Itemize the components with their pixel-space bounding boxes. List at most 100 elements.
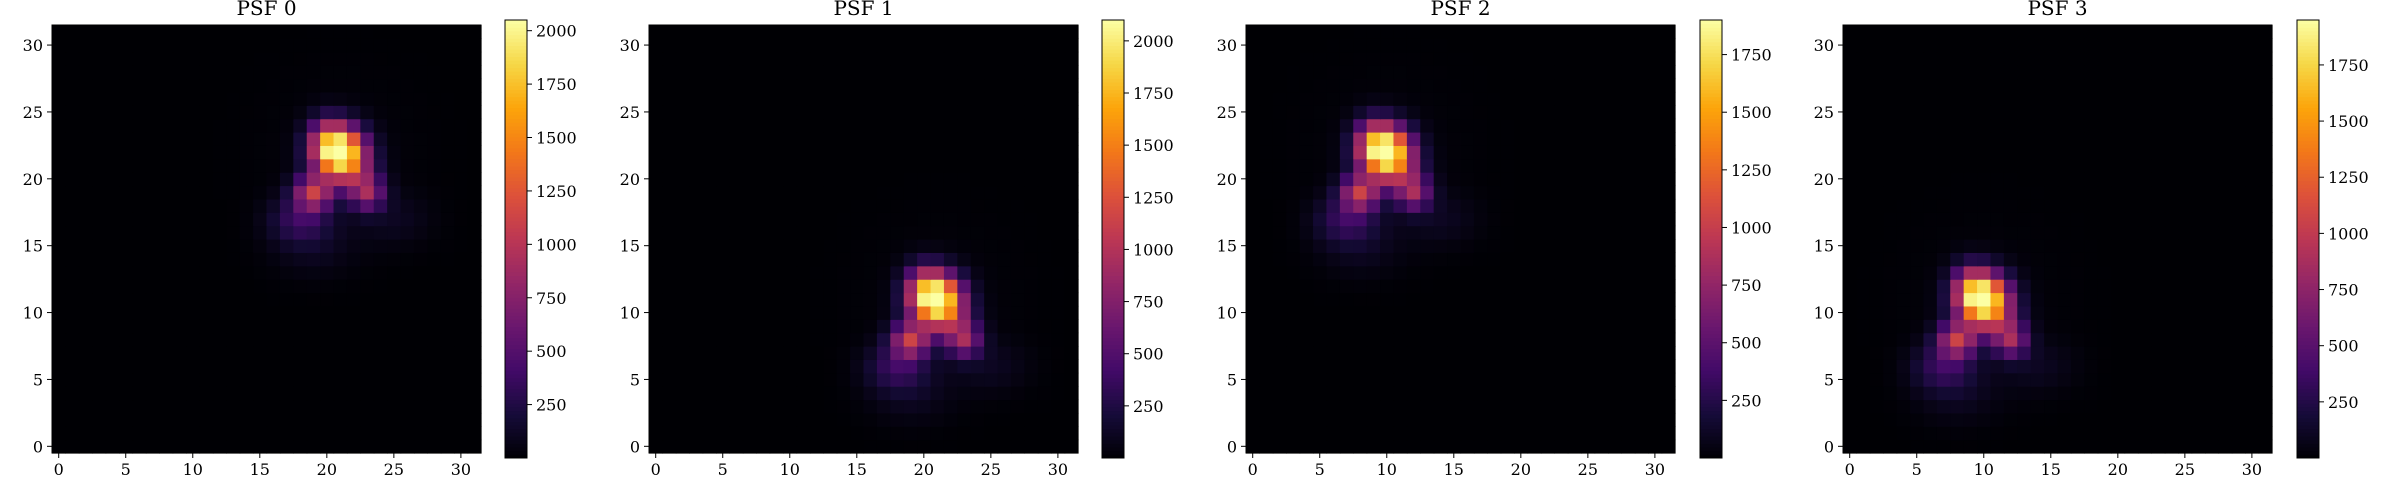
heatmap-cell	[796, 25, 811, 39]
heatmap-cell	[132, 132, 147, 146]
colorbar-segment	[1700, 27, 1722, 32]
colorbar-segment	[1700, 100, 1722, 105]
heatmap-cell	[2084, 225, 2099, 240]
heatmap-cell	[2245, 78, 2260, 93]
heatmap-cell	[373, 132, 388, 146]
heatmap-cell	[1313, 279, 1328, 294]
heatmap-cell	[1843, 78, 1858, 93]
heatmap-cell	[199, 185, 214, 200]
heatmap-cell	[2017, 185, 2032, 200]
heatmap-cell	[1313, 346, 1328, 360]
colorbar-segment	[1700, 447, 1722, 452]
heatmap-cell	[783, 386, 798, 401]
heatmap-cell	[796, 158, 811, 173]
heatmap-cell	[1607, 279, 1622, 294]
heatmap-cell	[1286, 38, 1301, 53]
heatmap-cell	[1990, 305, 2005, 320]
heatmap-cell	[2164, 78, 2179, 93]
heatmap-cell	[266, 25, 281, 39]
heatmap-cell	[172, 172, 187, 187]
heatmap-cell	[1567, 305, 1582, 320]
colorbar-tick-label: 250	[536, 396, 567, 415]
heatmap-cell	[1594, 158, 1609, 173]
colorbar-segment	[2297, 209, 2319, 214]
heatmap-cell	[689, 132, 704, 146]
heatmap-cell	[1473, 172, 1488, 187]
heatmap-cell	[2191, 252, 2206, 267]
heatmap-cell	[1594, 426, 1609, 441]
heatmap-cell	[1856, 132, 1871, 146]
heatmap-cell	[917, 305, 932, 320]
heatmap-cell	[346, 412, 361, 427]
heatmap-cell	[1963, 132, 1978, 146]
heatmap-cell	[1051, 399, 1066, 414]
heatmap-cell	[266, 91, 281, 106]
heatmap-cell	[159, 426, 174, 441]
heatmap-cell	[2218, 292, 2233, 307]
heatmap-cell	[2151, 239, 2166, 253]
heatmap-cell	[1950, 65, 1965, 80]
heatmap-cell	[957, 198, 972, 213]
heatmap-cell	[1393, 426, 1408, 441]
heatmap-cell	[662, 25, 677, 39]
heatmap-cell	[2044, 386, 2059, 401]
heatmap-cell	[1607, 51, 1622, 66]
heatmap-cell	[863, 225, 878, 240]
x-tick-label: 30	[451, 460, 471, 479]
heatmap-cell	[1923, 172, 1938, 187]
heatmap-cell	[716, 212, 731, 227]
heatmap-cell	[360, 252, 375, 267]
colorbar-tick-label: 1750	[2328, 56, 2369, 75]
heatmap-cell	[2124, 132, 2139, 146]
heatmap-cell	[970, 279, 985, 294]
heatmap-cell	[984, 265, 999, 280]
heatmap-cell	[400, 145, 415, 160]
heatmap-cell	[930, 346, 945, 360]
heatmap-cell	[783, 265, 798, 280]
heatmap-cell	[742, 359, 757, 374]
colorbar-segment	[1700, 125, 1722, 130]
colorbar-segment	[2297, 417, 2319, 422]
heatmap-cell	[1594, 439, 1609, 454]
colorbar-segment	[2297, 71, 2319, 76]
heatmap-cell	[1420, 252, 1435, 267]
heatmap-cell	[1634, 185, 1649, 200]
heatmap-cell	[863, 279, 878, 294]
heatmap-cell	[65, 225, 80, 240]
heatmap-cell	[2070, 292, 2085, 307]
heatmap-cell	[1977, 172, 1992, 187]
heatmap-cell	[2218, 158, 2233, 173]
y-tick-label: 10	[1217, 304, 1237, 323]
heatmap-cell	[1286, 346, 1301, 360]
heatmap-cell	[742, 185, 757, 200]
heatmap-cell	[1380, 346, 1395, 360]
heatmap-cell	[454, 252, 469, 267]
heatmap-cell	[943, 172, 958, 187]
colorbar-segment	[1700, 187, 1722, 193]
heatmap-cell	[1896, 105, 1911, 120]
heatmap-cell	[1990, 91, 2005, 106]
heatmap-cell	[1594, 198, 1609, 213]
heatmap-cell	[2245, 51, 2260, 66]
heatmap-cell	[387, 25, 402, 39]
heatmap-cell	[1420, 145, 1435, 160]
heatmap-cell	[903, 239, 918, 253]
heatmap-cell	[783, 439, 798, 454]
heatmap-cell	[65, 185, 80, 200]
heatmap-cell	[2218, 426, 2233, 441]
heatmap-cell	[850, 412, 865, 427]
heatmap-cell	[333, 65, 348, 80]
heatmap-cell	[2124, 359, 2139, 374]
heatmap-cell	[2204, 198, 2219, 213]
heatmap-cell	[1353, 346, 1368, 360]
heatmap-cell	[2030, 346, 2045, 360]
heatmap-cell	[823, 158, 838, 173]
heatmap-cell	[1567, 145, 1582, 160]
heatmap-cell	[1910, 239, 1925, 253]
heatmap-cell	[903, 78, 918, 93]
heatmap-cell	[1856, 118, 1871, 133]
heatmap-cell	[1339, 78, 1354, 93]
heatmap-cell	[1910, 118, 1925, 133]
heatmap-cell	[1923, 198, 1938, 213]
heatmap-cell	[997, 319, 1012, 334]
